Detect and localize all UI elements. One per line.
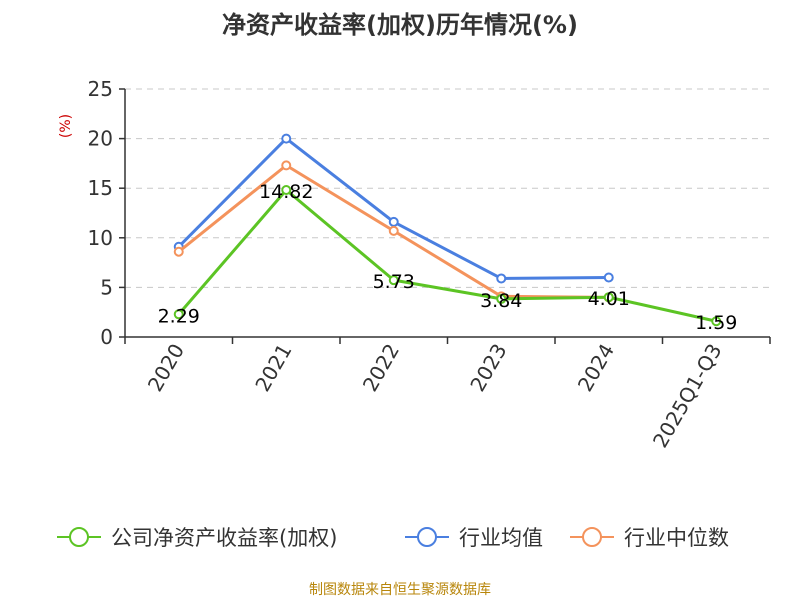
series-line (177, 188, 717, 323)
series-point (173, 309, 184, 320)
legend-label: 公司净资产收益率(加权) (111, 526, 337, 550)
source-note: 制图数据来自恒生聚源数据库 (309, 582, 491, 598)
series-line (177, 137, 609, 280)
data-label: 2.29 (158, 305, 200, 327)
series-point (496, 293, 507, 304)
legend-label: 行业中位数 (624, 526, 729, 550)
series-point (388, 275, 399, 286)
x-tick-label: 2023 (465, 340, 511, 396)
legend-label: 行业均值 (459, 526, 543, 550)
legend-item[interactable]: 公司净资产收益率(加权) (57, 526, 337, 550)
y-tick-labels: 0 5 10 15 20 25 (88, 77, 113, 349)
axes (119, 88, 771, 344)
y-tick-label: 0 (100, 325, 113, 349)
series-point (173, 246, 184, 257)
legend-swatch-marker (417, 527, 437, 547)
legend-swatch-marker (582, 527, 602, 547)
series-point (496, 273, 507, 284)
x-tick-label: 2022 (358, 340, 404, 396)
y-tick-label: 25 (88, 77, 113, 101)
series-group (173, 133, 722, 327)
series-point (388, 216, 399, 227)
x-tick-label: 2020 (143, 340, 189, 396)
y-tick-label: 5 (100, 275, 113, 299)
y-axis-unit: (%) (58, 114, 74, 138)
legend-item[interactable]: 行业中位数 (570, 526, 729, 550)
chart-title: 净资产收益率(加权)历年情况(%) (222, 11, 578, 39)
legend-item[interactable]: 行业均值 (405, 526, 543, 550)
x-tick-label: 2024 (573, 340, 619, 396)
legend-swatch-marker (69, 527, 89, 547)
series-point (388, 225, 399, 236)
y-tick-label: 15 (88, 176, 113, 200)
series-point (711, 316, 722, 327)
x-tick-labels: 2020 2021 2022 2023 2024 2025Q1-Q3 (143, 340, 727, 452)
data-label: 5.73 (373, 271, 415, 293)
data-label: 4.01 (588, 288, 630, 310)
x-tick-label: 2021 (250, 340, 296, 396)
y-tick-label: 10 (88, 226, 113, 250)
data-label: 1.59 (695, 312, 737, 334)
legend[interactable]: 公司净资产收益率(加权) 行业均值 行业中位数 (57, 526, 729, 550)
data-label: 14.82 (259, 181, 313, 203)
y-tick-label: 20 (88, 127, 113, 151)
series-point (281, 160, 292, 171)
series-point (603, 272, 614, 283)
gridlines (125, 88, 770, 288)
series-point (603, 292, 614, 303)
x-tick-label: 2025Q1-Q3 (648, 340, 727, 452)
data-labels: 2.29 14.82 5.73 3.84 4.01 1.59 (158, 181, 738, 334)
series-point (281, 133, 292, 144)
data-label: 3.84 (480, 290, 522, 312)
series-point (281, 184, 292, 195)
